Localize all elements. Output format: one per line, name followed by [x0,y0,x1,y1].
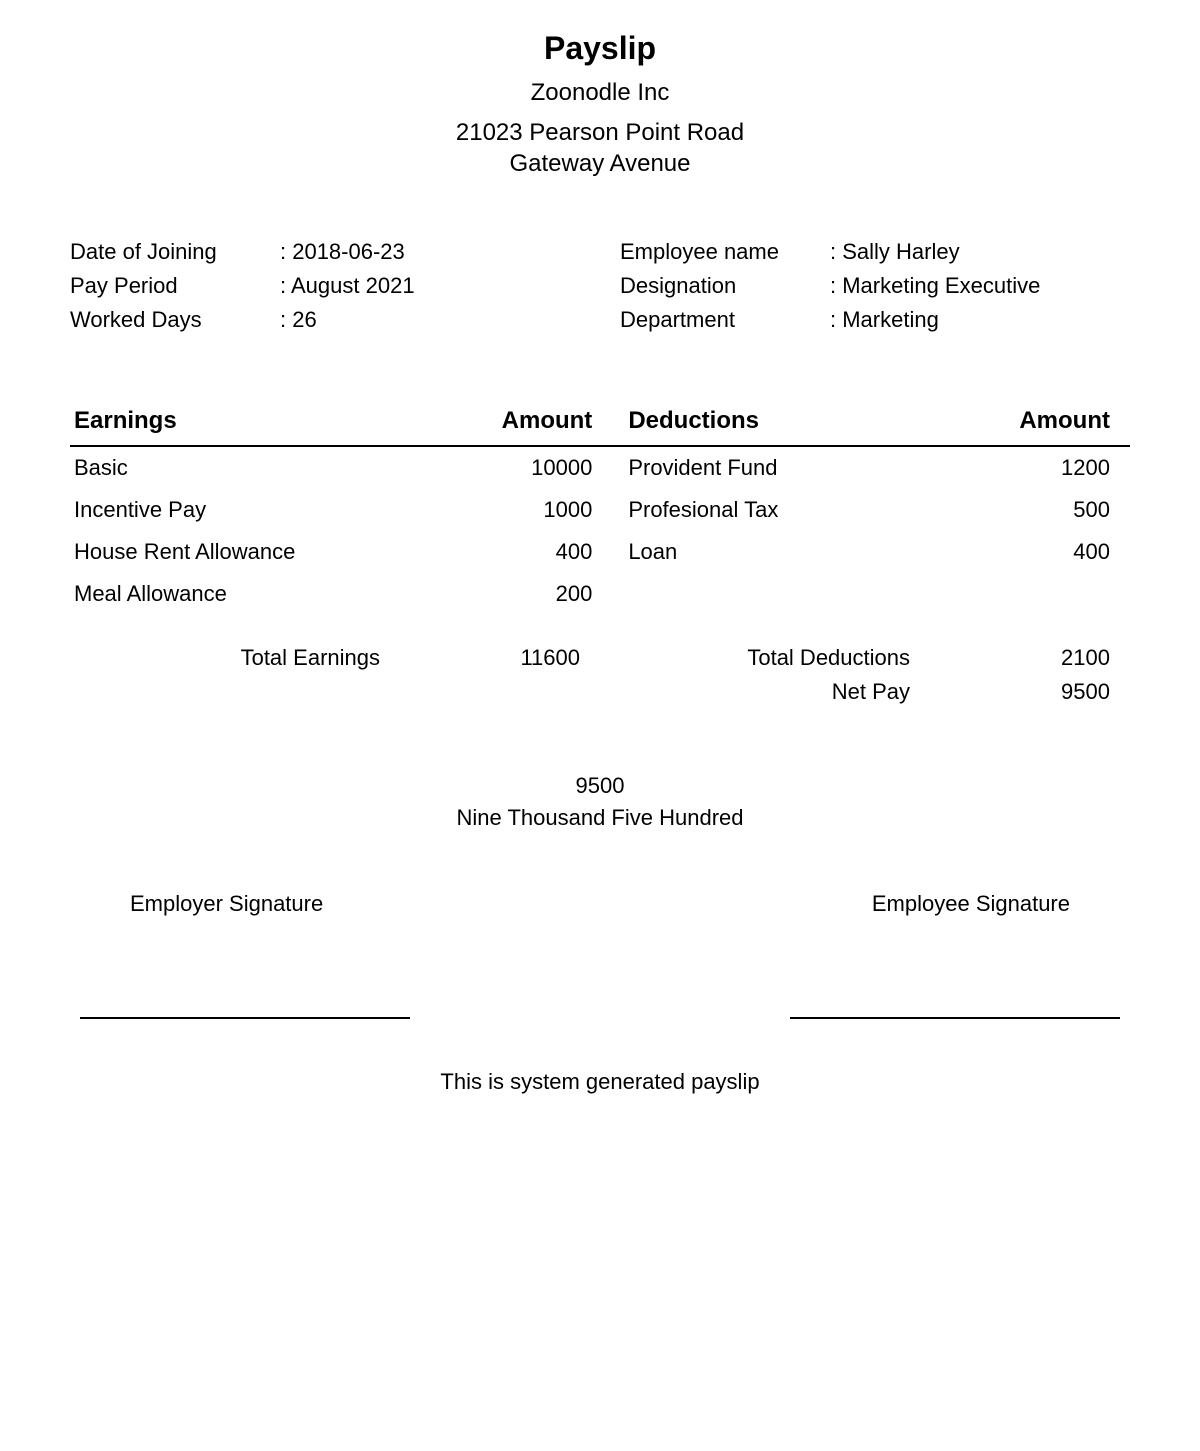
info-value: : 2018-06-23 [280,239,580,265]
net-pay-words: Nine Thousand Five Hundred [70,805,1130,831]
deduction-label: Loan [612,531,957,573]
earning-amount: 1000 [440,489,613,531]
table-row: Basic 10000 Provident Fund 1200 [70,446,1130,489]
info-row: Pay Period : August 2021 [70,273,580,299]
info-row: Date of Joining : 2018-06-23 [70,239,580,265]
info-row: Employee name : Sally Harley [620,239,1130,265]
net-pay-value: 9500 [990,679,1130,705]
table-row: Meal Allowance 200 [70,573,1130,615]
info-value: : Marketing Executive [830,273,1130,299]
info-label: Designation [620,273,830,299]
net-pay-words-section: 9500 Nine Thousand Five Hundred [70,773,1130,831]
total-deductions-value: 2100 [990,645,1130,671]
deductions-header: Deductions [612,401,957,446]
total-earnings-label: Total Earnings [70,645,460,671]
info-label: Department [620,307,830,333]
deductions-amount-header: Amount [957,401,1130,446]
deduction-label: Provident Fund [612,446,957,489]
info-label: Pay Period [70,273,280,299]
deduction-amount: 500 [957,489,1130,531]
employee-signature-line [790,1017,1120,1019]
deduction-amount: 1200 [957,446,1130,489]
info-row: Worked Days : 26 [70,307,580,333]
page-title: Payslip [70,30,1130,67]
employee-info-section: Date of Joining : 2018-06-23 Pay Period … [70,239,1130,341]
employee-signature-label: Employee Signature [872,891,1070,917]
info-row: Department : Marketing [620,307,1130,333]
earning-label: Basic [70,446,440,489]
net-pay-row: Net Pay 9500 [600,679,1130,705]
info-value: : Sally Harley [830,239,1130,265]
payslip-header: Payslip Zoonodle Inc 21023 Pearson Point… [70,30,1130,179]
signatures-section: Employer Signature Employee Signature [70,891,1130,917]
deduction-label [612,573,957,615]
earnings-header: Earnings [70,401,440,446]
deduction-amount [957,573,1130,615]
earning-amount: 400 [440,531,613,573]
earnings-deductions-table: Earnings Amount Deductions Amount Basic … [70,401,1130,615]
employer-signature-line [80,1017,410,1019]
table-row: Incentive Pay 1000 Profesional Tax 500 [70,489,1130,531]
net-pay-label: Net Pay [600,679,990,705]
totals-right: Total Deductions 2100 Net Pay 9500 [600,645,1130,713]
info-right-column: Employee name : Sally Harley Designation… [620,239,1130,341]
earning-label: Incentive Pay [70,489,440,531]
info-label: Worked Days [70,307,280,333]
totals-left: Total Earnings 11600 [70,645,600,713]
address-line-2: Gateway Avenue [70,148,1130,179]
total-earnings-value: 11600 [460,645,600,671]
total-deductions-label: Total Deductions [600,645,990,671]
earning-label: Meal Allowance [70,573,440,615]
info-value: : Marketing [830,307,1130,333]
total-earnings-row: Total Earnings 11600 [70,645,600,671]
company-name: Zoonodle Inc [70,79,1130,107]
address-line-1: 21023 Pearson Point Road [70,117,1130,148]
info-left-column: Date of Joining : 2018-06-23 Pay Period … [70,239,580,341]
total-deductions-row: Total Deductions 2100 [600,645,1130,671]
totals-section: Total Earnings 11600 Total Deductions 21… [70,645,1130,713]
employer-signature-label: Employer Signature [130,891,323,917]
earning-amount: 200 [440,573,613,615]
earning-label: House Rent Allowance [70,531,440,573]
table-row: House Rent Allowance 400 Loan 400 [70,531,1130,573]
info-label: Date of Joining [70,239,280,265]
deduction-amount: 400 [957,531,1130,573]
signature-lines [70,1017,1130,1019]
info-label: Employee name [620,239,830,265]
info-row: Designation : Marketing Executive [620,273,1130,299]
earnings-amount-header: Amount [440,401,613,446]
info-value: : August 2021 [280,273,580,299]
footer-note: This is system generated payslip [70,1069,1130,1095]
deduction-label: Profesional Tax [612,489,957,531]
net-pay-numeric: 9500 [70,773,1130,799]
info-value: : 26 [280,307,580,333]
earning-amount: 10000 [440,446,613,489]
